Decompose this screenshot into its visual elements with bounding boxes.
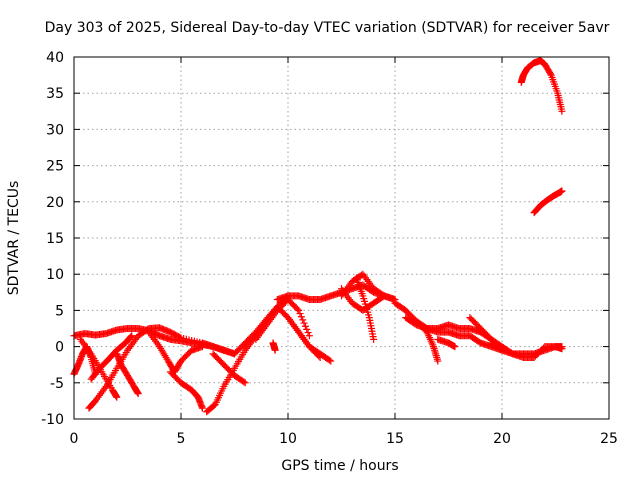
data-points — [70, 57, 566, 416]
y-tick-label: 20 — [46, 195, 64, 211]
chart-title: Day 303 of 2025, Sidereal Day-to-day VTE… — [45, 20, 610, 36]
x-tick-label: 10 — [279, 431, 297, 447]
x-tick-label: 15 — [386, 431, 404, 447]
series-arc-05 — [113, 350, 142, 398]
data-point — [296, 310, 304, 318]
data-point — [128, 332, 136, 340]
series-arc-21 — [412, 317, 442, 365]
data-point — [315, 352, 323, 360]
y-tick-label: 10 — [46, 267, 64, 283]
data-point — [134, 390, 142, 398]
data-point — [271, 346, 279, 354]
plot-frame — [73, 56, 610, 420]
x-axis-label: GPS time / hours — [281, 458, 398, 474]
data-point — [370, 335, 378, 343]
data-point — [546, 70, 554, 78]
data-point — [451, 343, 459, 351]
x-tick-label: 5 — [177, 431, 186, 447]
series-arc-24 — [487, 339, 566, 361]
y-tick-label: 15 — [46, 231, 64, 247]
data-point — [380, 292, 388, 300]
series-arc-27 — [269, 339, 279, 354]
data-point — [316, 353, 324, 361]
data-point — [327, 357, 335, 365]
data-point — [304, 329, 312, 337]
y-tick-label: 0 — [55, 340, 64, 356]
data-point — [379, 293, 387, 301]
data-point — [558, 107, 566, 115]
data-point — [240, 378, 248, 386]
data-point — [300, 319, 308, 327]
data-point — [325, 356, 333, 364]
data-point — [241, 379, 249, 387]
series-arc-26 — [530, 187, 566, 217]
x-tick-label: 20 — [493, 431, 511, 447]
y-axis-label: SDTVAR / TECUs — [6, 181, 22, 296]
y-tick-label: 25 — [46, 159, 64, 175]
data-point — [303, 325, 311, 333]
data-point — [293, 305, 301, 313]
y-tick-label: 5 — [55, 303, 64, 319]
series-arc-04 — [76, 335, 121, 401]
series-arc-11 — [166, 368, 206, 412]
y-tick-labels: -10 -5 0 5 10 15 20 25 30 35 40 — [41, 50, 64, 428]
y-tick-label: 35 — [46, 86, 64, 102]
data-point — [301, 322, 309, 330]
data-point — [434, 357, 442, 365]
series-arc-09 — [209, 350, 249, 387]
data-point — [299, 316, 307, 324]
grid-lines — [74, 57, 609, 419]
y-tick-label: 40 — [46, 50, 64, 66]
x-tick-label: 0 — [70, 431, 79, 447]
x-tick-labels: 0 5 10 15 20 25 — [70, 431, 618, 447]
y-tick-label: 30 — [46, 122, 64, 138]
y-tick-label: -10 — [41, 412, 64, 428]
data-point — [558, 345, 566, 353]
data-point — [127, 333, 135, 341]
data-point — [198, 404, 206, 412]
data-point — [295, 306, 303, 314]
data-point — [176, 333, 184, 341]
series-arc-06 — [87, 332, 136, 383]
series-arc-22 — [434, 335, 459, 351]
series-arc-18 — [352, 274, 378, 343]
series-arc-15 — [252, 296, 313, 343]
y-tick-label: -5 — [50, 376, 64, 392]
series-arc-25 — [517, 57, 566, 115]
data-point — [558, 187, 566, 195]
data-point — [297, 313, 305, 321]
x-tick-label: 25 — [600, 431, 618, 447]
data-point — [113, 393, 121, 401]
data-point — [305, 332, 313, 340]
